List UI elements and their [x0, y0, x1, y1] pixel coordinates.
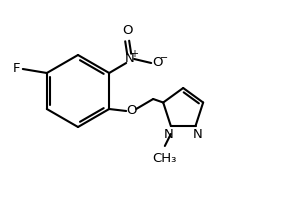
- Text: O: O: [122, 23, 133, 36]
- Text: O: O: [126, 104, 136, 117]
- Text: +: +: [130, 49, 138, 59]
- Text: CH₃: CH₃: [153, 152, 177, 165]
- Text: N: N: [164, 128, 174, 141]
- Text: O: O: [152, 57, 162, 69]
- Text: N: N: [193, 128, 202, 141]
- Text: −: −: [160, 53, 168, 63]
- Text: N: N: [124, 53, 134, 65]
- Text: F: F: [13, 62, 21, 75]
